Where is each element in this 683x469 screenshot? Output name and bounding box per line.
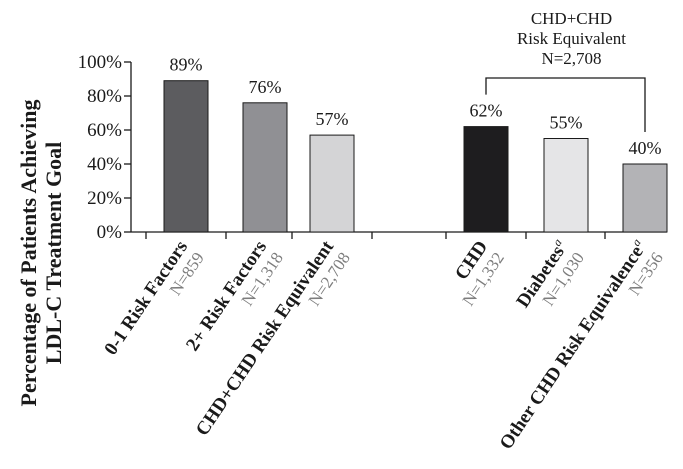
y-tick-label: 20% — [87, 188, 122, 209]
data-label: 62% — [470, 101, 503, 121]
y-tick-label: 100% — [78, 52, 123, 73]
y-axis-title-line2: LDL-C Treatment Goal — [41, 142, 66, 364]
superscript-marker: a — [550, 236, 565, 249]
data-label: 57% — [316, 109, 349, 129]
y-tick-label: 0% — [97, 222, 123, 243]
group-label-line1: CHD+CHD — [531, 9, 612, 28]
data-label: 76% — [249, 77, 282, 97]
bar — [622, 163, 668, 233]
y-axis: 0% 20% 40% 60% 80% 100% — [78, 52, 667, 243]
y-tick-label: 80% — [87, 86, 122, 107]
group-label-line2: Risk Equivalent — [517, 29, 626, 48]
y-tick-label: 40% — [87, 154, 122, 175]
y-tick-label: 60% — [87, 120, 122, 141]
bar — [543, 138, 589, 233]
data-label: 89% — [170, 55, 203, 75]
bracket-line — [485, 77, 646, 132]
bars: 89% 76% 57% 62% 55% 40% — [163, 55, 668, 233]
data-label: 55% — [550, 113, 583, 133]
data-label: 40% — [629, 138, 662, 158]
bar — [242, 102, 288, 233]
bar — [163, 80, 209, 233]
superscript-marker: a — [629, 236, 644, 249]
group-label-line3: N=2,708 — [541, 49, 601, 68]
bar — [309, 134, 355, 233]
category-label: 0-1 Risk Factors — [100, 237, 192, 359]
y-axis-title: Percentage of Patients Achieving LDL-C T… — [16, 100, 66, 407]
y-axis-title-line1: Percentage of Patients Achieving — [16, 100, 41, 407]
bar — [463, 126, 509, 233]
